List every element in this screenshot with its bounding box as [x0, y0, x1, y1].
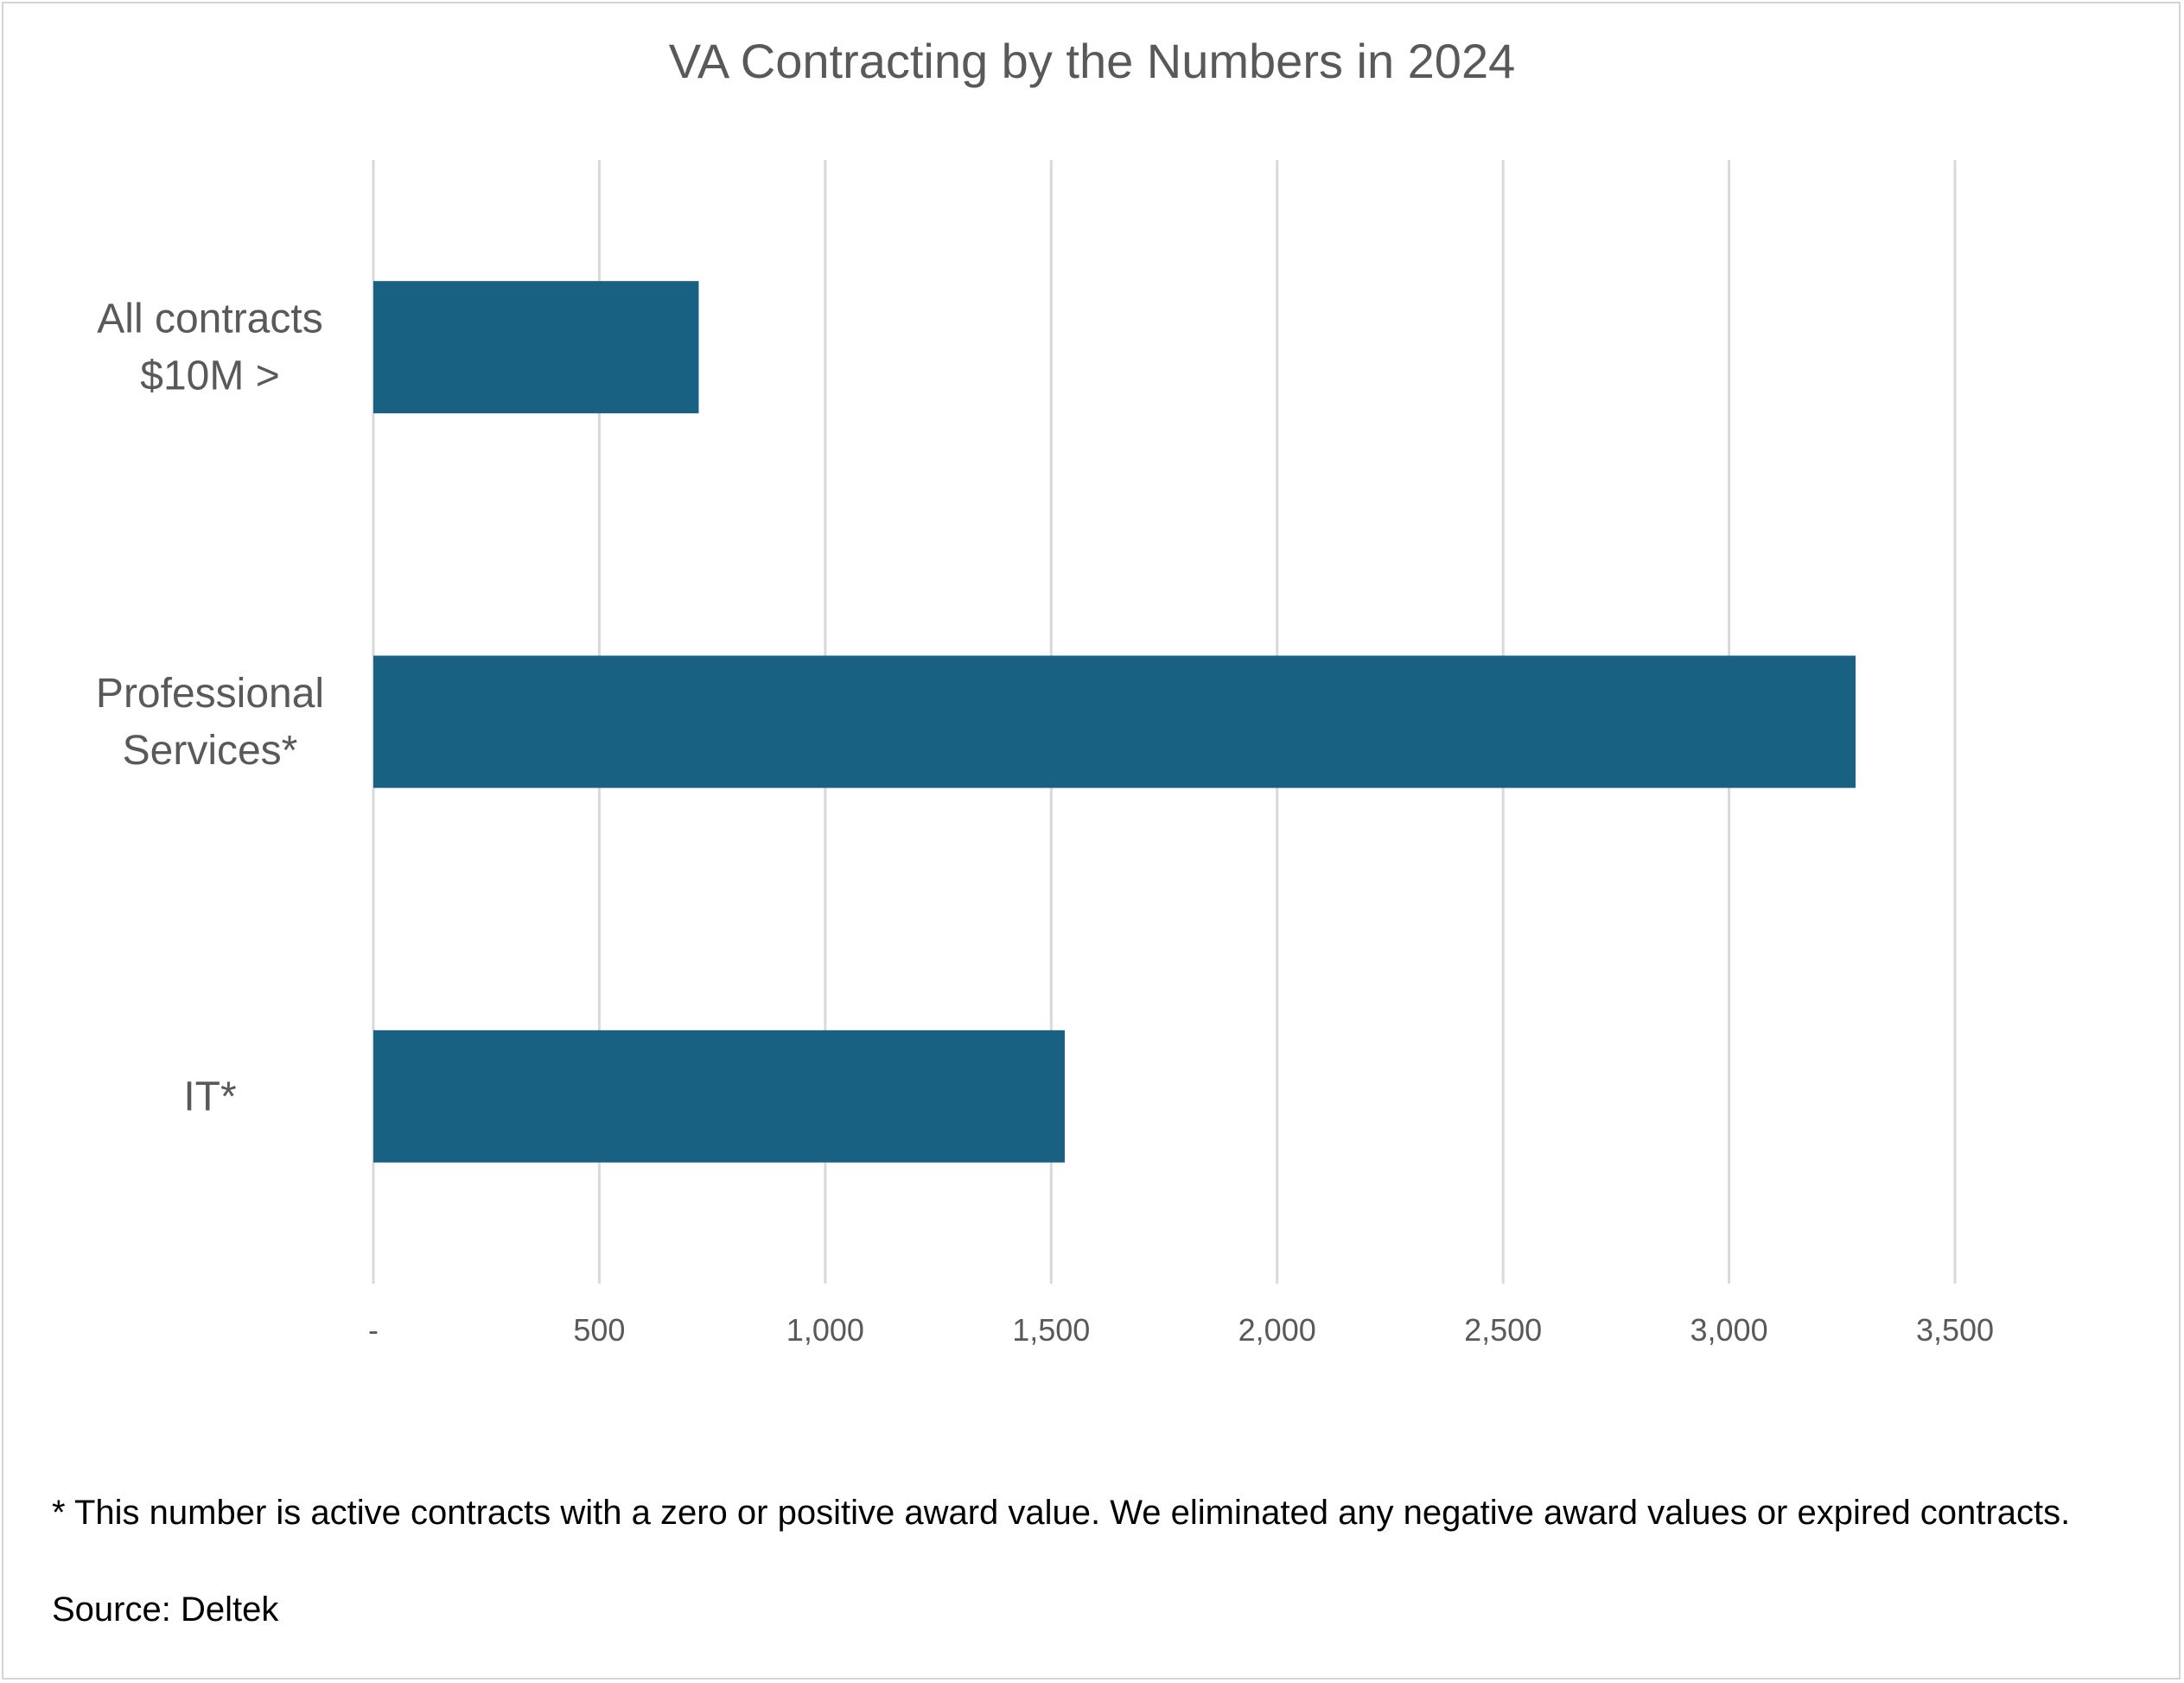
- x-tick-label: 500: [573, 1312, 625, 1348]
- x-axis-tick-labels: - 500 1,000 1,500 2,000 2,500 3,000 3,500: [368, 1312, 1994, 1348]
- x-tick-label: 1,500: [1012, 1312, 1090, 1348]
- source-note: Source: Deltek: [52, 1591, 279, 1629]
- chart-title: VA Contracting by the Numbers in 2024: [668, 34, 1516, 88]
- category-label: Professional: [96, 671, 324, 717]
- x-tick-label: 2,500: [1464, 1312, 1542, 1348]
- bars: [373, 281, 1856, 1163]
- category-label: $10M >: [140, 354, 279, 399]
- x-tick-label: 2,000: [1238, 1312, 1316, 1348]
- bar: [373, 281, 699, 414]
- x-tick-label: 1,000: [786, 1312, 864, 1348]
- x-tick-label: 3,500: [1916, 1312, 1994, 1348]
- category-label: All contracts: [97, 296, 322, 342]
- bar: [373, 1030, 1065, 1163]
- category-label: IT*: [183, 1074, 236, 1119]
- category-label: Services*: [123, 728, 298, 774]
- footnote: * This number is active contracts with a…: [52, 1494, 2071, 1532]
- x-tick-label: -: [368, 1312, 379, 1348]
- category-labels: All contracts $10M > Professional Services*…: [96, 296, 324, 1120]
- bar: [373, 655, 1856, 788]
- x-tick-label: 3,000: [1691, 1312, 1768, 1348]
